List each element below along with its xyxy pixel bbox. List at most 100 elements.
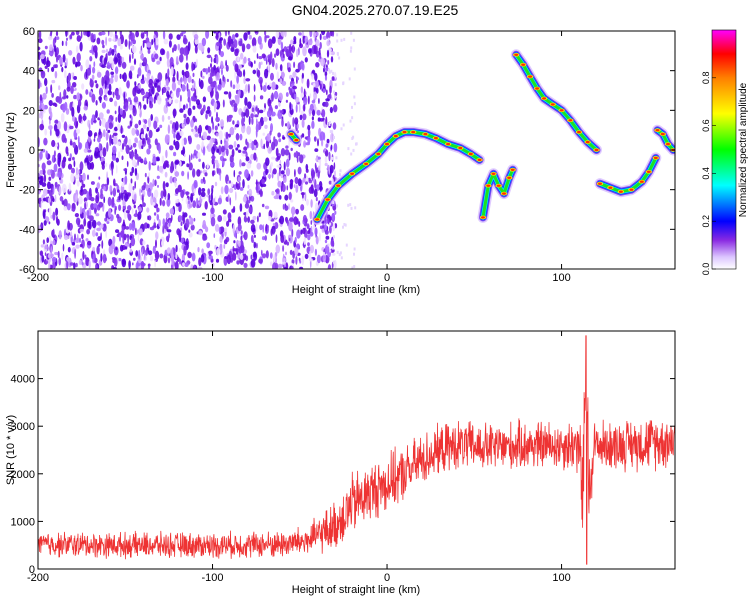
noise-speckle — [261, 253, 267, 259]
noise-speckle — [245, 108, 250, 118]
noise-speckle — [170, 249, 174, 258]
noise-speckle — [248, 206, 253, 214]
noise-speckle — [49, 111, 53, 120]
noise-speckle — [168, 33, 173, 40]
noise-speckle — [48, 36, 53, 41]
noise-speckle — [163, 162, 167, 169]
noise-speckle — [284, 263, 286, 268]
noise-speckle — [207, 66, 211, 73]
noise-speckle — [108, 56, 114, 64]
noise-speckle — [353, 247, 356, 251]
spectrogram-x-ticks: -200 -100 0 100 — [27, 31, 571, 284]
noise-speckle — [312, 83, 316, 88]
noise-speckle — [96, 221, 101, 226]
noise-speckle — [314, 179, 317, 189]
noise-speckle — [88, 260, 91, 269]
noise-speckle — [330, 51, 335, 56]
noise-speckle — [200, 108, 205, 115]
noise-speckle — [125, 144, 130, 155]
noise-speckle — [67, 163, 73, 170]
noise-speckle — [329, 225, 332, 234]
noise-speckle — [247, 216, 251, 223]
noise-speckle — [87, 130, 93, 137]
noise-speckle — [184, 262, 189, 268]
noise-speckle — [230, 161, 235, 167]
noise-speckle — [95, 83, 99, 89]
noise-speckle — [225, 148, 229, 157]
noise-speckle — [272, 168, 277, 175]
noise-speckle — [62, 53, 66, 63]
noise-speckle — [309, 103, 314, 111]
noise-speckle — [254, 60, 256, 64]
noise-speckle — [51, 66, 55, 72]
noise-speckle — [188, 232, 193, 238]
noise-speckle — [253, 241, 257, 249]
noise-speckle — [208, 251, 212, 257]
noise-speckle — [213, 31, 217, 34]
noise-speckle — [166, 50, 170, 60]
noise-speckle — [156, 85, 161, 93]
noise-speckle — [60, 178, 64, 184]
noise-speckle — [79, 206, 83, 215]
noise-speckle — [140, 90, 145, 96]
noise-speckle — [102, 129, 106, 138]
noise-speckle — [294, 169, 296, 178]
noise-speckle — [130, 115, 133, 122]
noise-speckle — [302, 227, 306, 235]
noise-speckle — [183, 245, 187, 256]
y-tick-label: 20 — [23, 105, 35, 117]
track-point-peak — [639, 180, 644, 183]
noise-speckle — [195, 99, 201, 106]
noise-speckle — [133, 96, 139, 103]
noise-speckle — [231, 148, 235, 158]
noise-speckle — [307, 124, 311, 131]
noise-speckle — [325, 143, 329, 148]
noise-speckle — [318, 98, 320, 104]
noise-speckle — [350, 31, 353, 35]
noise-speckle — [139, 188, 141, 197]
noise-speckle — [308, 38, 313, 46]
noise-speckle — [187, 200, 190, 205]
noise-speckle — [326, 214, 331, 219]
noise-speckle — [101, 76, 105, 87]
noise-speckle — [261, 236, 266, 241]
noise-speckle — [105, 96, 108, 102]
noise-speckle — [138, 84, 141, 89]
noise-speckle — [100, 31, 106, 36]
noise-speckle — [88, 123, 91, 131]
noise-speckle — [139, 228, 143, 236]
noise-speckle — [102, 44, 105, 49]
noise-speckle — [334, 223, 338, 229]
noise-speckle — [297, 166, 302, 175]
noise-speckle — [278, 195, 282, 200]
noise-speckle — [124, 175, 128, 185]
noise-speckle — [255, 106, 258, 112]
noise-speckle — [191, 128, 194, 132]
noise-speckle — [319, 33, 322, 41]
noise-speckle — [148, 78, 153, 86]
noise-speckle — [157, 127, 160, 132]
noise-speckle — [248, 188, 253, 197]
noise-speckle — [107, 129, 111, 133]
noise-speckle — [101, 240, 104, 249]
noise-speckle — [42, 92, 47, 100]
noise-speckle — [101, 64, 106, 68]
noise-speckle — [331, 130, 334, 134]
noise-speckle — [166, 58, 170, 68]
noise-speckle — [278, 92, 283, 102]
noise-speckle — [288, 43, 292, 54]
noise-speckle — [239, 254, 244, 260]
noise-speckle — [175, 244, 178, 253]
noise-speckle — [118, 87, 122, 97]
noise-speckle — [162, 200, 166, 207]
noise-speckle — [296, 48, 299, 58]
noise-speckle — [313, 31, 316, 39]
noise-speckle — [310, 220, 313, 225]
noise-speckle — [308, 48, 312, 54]
noise-speckle — [251, 117, 254, 125]
noise-speckle — [165, 98, 168, 108]
noise-speckle — [121, 134, 126, 138]
noise-speckle — [96, 71, 102, 78]
noise-speckle — [175, 199, 179, 204]
noise-speckle — [126, 234, 130, 238]
